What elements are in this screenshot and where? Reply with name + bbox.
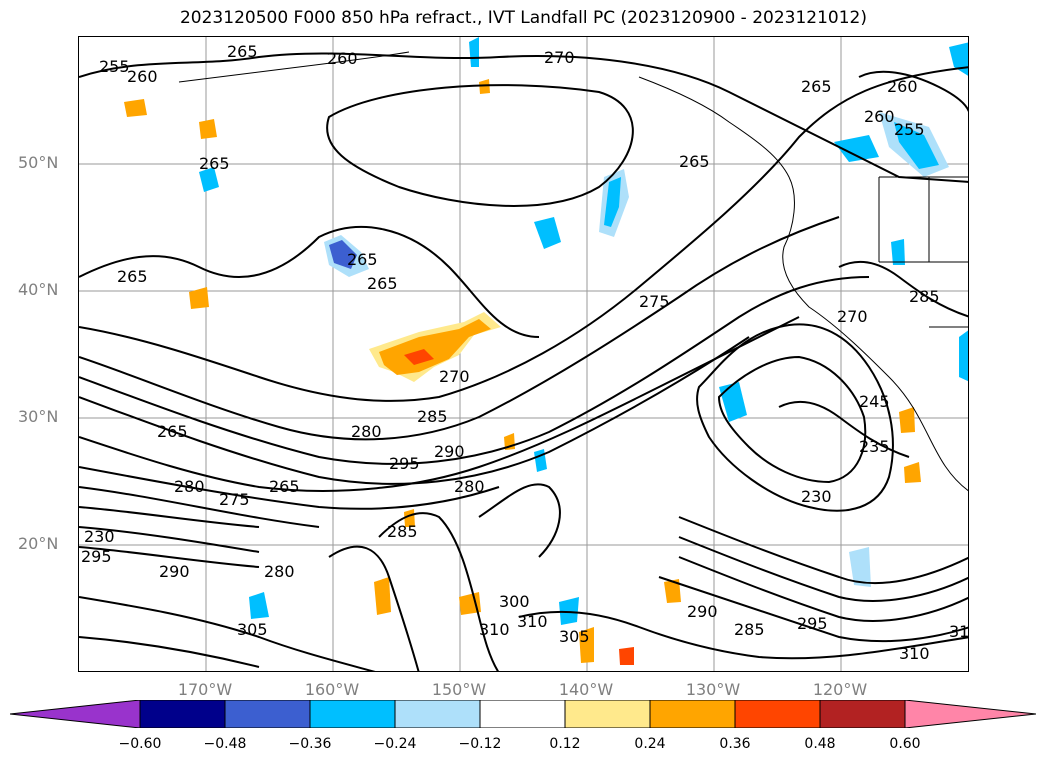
- contour-label: 310: [949, 622, 969, 641]
- colorbar-tick: 0.36: [719, 736, 751, 752]
- contour-label: 260: [327, 49, 358, 68]
- lat-label-50n: 50°N: [18, 153, 59, 172]
- contour-label: 295: [389, 454, 420, 473]
- contour-label: 285: [734, 620, 765, 639]
- contour-label: 310: [479, 620, 510, 639]
- contour-lines: [79, 52, 968, 671]
- contour-label: 310: [899, 644, 930, 663]
- contour-label: 300: [499, 592, 530, 611]
- contour-label: 255: [99, 57, 130, 76]
- contour-label: 280: [174, 477, 205, 496]
- contour-label: 280: [351, 422, 382, 441]
- lat-label-30n: 30°N: [18, 407, 59, 426]
- contour-label: 230: [84, 527, 115, 546]
- contour-label: 260: [887, 77, 918, 96]
- colorbar: [10, 700, 1036, 728]
- contour-label: 265: [227, 42, 258, 61]
- colorbar-tick: 0.60: [889, 736, 921, 752]
- map-title: 2023120500 F000 850 hPa refract., IVT La…: [179, 8, 867, 28]
- negative-anomaly-patches: [199, 37, 968, 625]
- contour-label: 270: [544, 48, 575, 67]
- contour-label: 265: [199, 154, 230, 173]
- contour-label: 310: [517, 612, 548, 631]
- lat-label-40n: 40°N: [18, 280, 59, 299]
- colorbar-tick: −0.36: [288, 736, 332, 752]
- contour-label: 285: [909, 287, 940, 306]
- positive-anomaly-patches: [124, 79, 921, 665]
- colorbar-tick: −0.60: [118, 736, 162, 752]
- contour-label: 285: [417, 407, 448, 426]
- contour-label: 280: [454, 477, 485, 496]
- contour-label: 265: [679, 152, 710, 171]
- contour-label: 265: [157, 422, 188, 441]
- map-svg: 255 260 265 260 270 265 260 260 255 265 …: [79, 37, 969, 671]
- contour-label: 245: [859, 392, 890, 411]
- colorbar-tick: −0.12: [458, 736, 502, 752]
- contour-label: 235: [859, 437, 890, 456]
- lon-label-160w: 160°W: [304, 680, 360, 699]
- contour-label: 290: [159, 562, 190, 581]
- lon-label-120w: 120°W: [812, 680, 868, 699]
- contour-label: 230: [801, 487, 832, 506]
- colorbar-tick: 0.24: [634, 736, 666, 752]
- colorbar-tick: 0.48: [804, 736, 836, 752]
- map-panel: 255 260 265 260 270 265 260 260 255 265 …: [78, 36, 969, 672]
- lon-label-140w: 140°W: [558, 680, 614, 699]
- coastline: [178, 51, 968, 492]
- contour-label: 255: [894, 120, 925, 139]
- contour-label: 305: [559, 627, 590, 646]
- contour-label: 305: [237, 620, 268, 639]
- contour-label: 260: [127, 67, 158, 86]
- contour-label: 260: [864, 107, 895, 126]
- contour-label: 295: [81, 547, 112, 566]
- contour-label: 295: [797, 614, 828, 633]
- contour-label: 265: [801, 77, 832, 96]
- contour-label: 275: [639, 292, 670, 311]
- colorbar-tick: −0.24: [373, 736, 417, 752]
- contour-label: 290: [687, 602, 718, 621]
- contour-label: 265: [269, 477, 300, 496]
- contour-labels: 255 260 265 260 270 265 260 260 255 265 …: [81, 42, 969, 663]
- colorbar-tick: 0.12: [549, 736, 581, 752]
- contour-label: 270: [837, 307, 868, 326]
- lon-label-170w: 170°W: [177, 680, 233, 699]
- contour-label: 275: [219, 490, 250, 509]
- contour-label: 265: [117, 267, 148, 286]
- contour-label: 270: [439, 367, 470, 386]
- lat-label-20n: 20°N: [18, 534, 59, 553]
- contour-label: 280: [264, 562, 295, 581]
- contour-label: 265: [367, 274, 398, 293]
- lon-label-150w: 150°W: [431, 680, 487, 699]
- contour-label: 265: [347, 250, 378, 269]
- contour-label: 290: [434, 442, 465, 461]
- contour-label: 285: [387, 522, 418, 541]
- lon-label-130w: 130°W: [685, 680, 741, 699]
- colorbar-tick: −0.48: [203, 736, 247, 752]
